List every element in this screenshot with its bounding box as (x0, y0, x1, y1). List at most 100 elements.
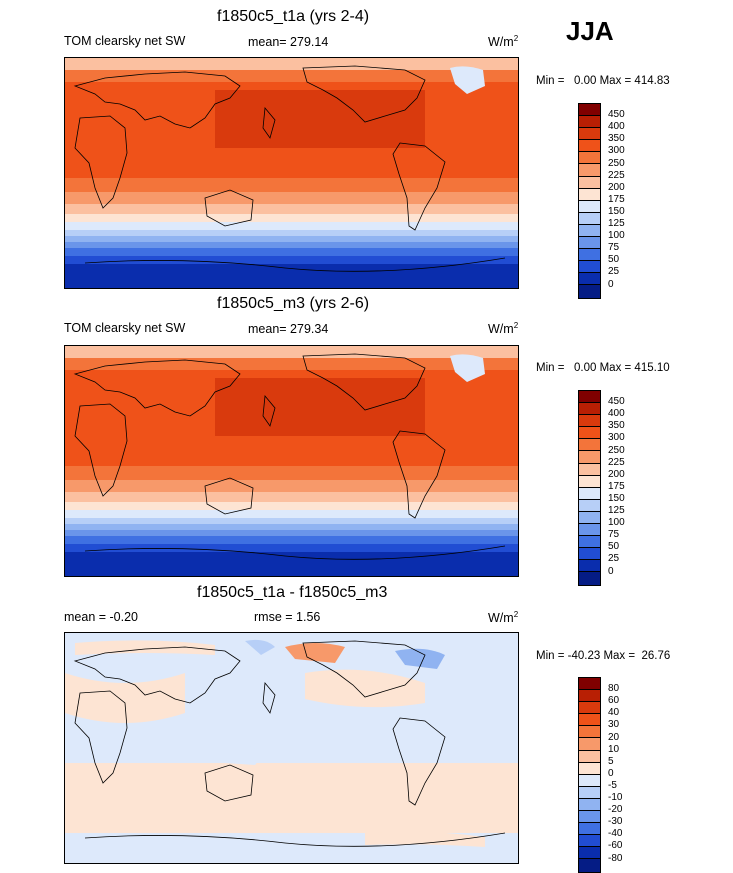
colorbar-swatch (579, 726, 600, 739)
colorbar-swatch (579, 188, 600, 201)
colorbar-tick-label: 20 (608, 731, 620, 743)
colorbar-swatch (579, 212, 600, 225)
colorbar-swatch (579, 511, 600, 525)
colorbar-tick-label: 100 (608, 517, 625, 529)
colorbar-tick-label: 300 (608, 432, 625, 444)
field-difference (65, 633, 518, 863)
colorbar-tick-label: -30 (608, 816, 623, 828)
colorbar-swatch (579, 116, 600, 129)
panel-2-colorbar (578, 390, 601, 586)
colorbar-swatch (579, 415, 600, 428)
colorbar-swatch (579, 451, 600, 464)
panel-2-map (64, 345, 519, 577)
colorbar-tick-label: 200 (608, 468, 625, 480)
colorbar-tick-label: 40 (608, 707, 620, 719)
colorbar-tick-label: 150 (608, 205, 625, 217)
season-label: JJA (566, 16, 614, 46)
colorbar-swatch (579, 475, 600, 488)
panel-3-units: W/m2 (488, 610, 519, 626)
colorbar-tick-label: -5 (608, 779, 617, 791)
colorbar-swatch (579, 499, 600, 512)
colorbar-swatch (579, 487, 600, 500)
coastlines (73, 65, 506, 272)
colorbar-swatch (579, 427, 600, 440)
colorbar-tick-label: -10 (608, 792, 623, 803)
panel-3-minmax: Min = -40.23 Max = 26.76 (536, 650, 671, 662)
colorbar-swatch (579, 847, 600, 860)
panel-1-colorbar (578, 103, 601, 299)
colorbar-swatch (579, 403, 600, 416)
panel-1-title: f1850c5_t1a (yrs 2-4) (217, 8, 370, 25)
colorbar-tick-label: 10 (608, 743, 620, 755)
colorbar-tick-label: -20 (608, 804, 623, 816)
panel-3-colorbar (578, 677, 601, 873)
colorbar-swatch (579, 536, 600, 549)
colorbar-swatch (579, 690, 600, 703)
colorbar-swatch (579, 798, 600, 812)
colorbar-tick-label: 400 (608, 408, 625, 420)
colorbar-swatch (579, 140, 600, 153)
colorbar-swatch (579, 548, 600, 561)
colorbar-swatch (579, 164, 600, 177)
colorbar-tick-label: 0 (608, 278, 614, 290)
colorbar-tick-label: 225 (608, 456, 625, 468)
colorbar-tick-label: 350 (608, 420, 625, 432)
panel-2-variable-label: TOM clearsky net SW (64, 321, 186, 335)
colorbar-tick-label: 50 (608, 541, 620, 553)
colorbar-tick-label: 450 (608, 396, 625, 408)
panel-2-minmax: Min = 0.00 Max = 415.10 (536, 362, 670, 374)
colorbar-tick-label: 400 (608, 121, 625, 133)
colorbar-swatch (579, 702, 600, 715)
colorbar-swatch (579, 572, 600, 585)
colorbar-swatch (579, 176, 600, 189)
colorbar-tick-label: 50 (608, 254, 620, 266)
colorbar-swatch (579, 261, 600, 274)
colorbar-tick-label: 5 (608, 755, 614, 767)
colorbar-swatch (579, 859, 600, 872)
colorbar-swatch (579, 285, 600, 298)
colorbar-tick-label: 0 (608, 767, 614, 779)
colorbar-tick-label: -60 (608, 840, 623, 852)
field-bands (65, 58, 518, 288)
colorbar-tick-label: 225 (608, 169, 625, 181)
colorbar-swatch (579, 104, 600, 117)
colorbar-swatch (579, 224, 600, 238)
colorbar-swatch (579, 762, 600, 775)
colorbar-swatch (579, 391, 600, 404)
colorbar-swatch (579, 714, 600, 727)
colorbar-swatch (579, 835, 600, 848)
colorbar-tick-label: 100 (608, 230, 625, 242)
colorbar-tick-label: 200 (608, 181, 625, 193)
colorbar-tick-label: 25 (608, 266, 620, 278)
colorbar-swatch (579, 463, 600, 476)
colorbar-tick-label: 125 (608, 505, 625, 516)
colorbar-tick-label: 350 (608, 133, 625, 145)
colorbar-tick-label: 25 (608, 553, 620, 565)
panel-2-title: f1850c5_m3 (yrs 2-6) (217, 295, 370, 312)
colorbar-swatch (579, 811, 600, 824)
panel-1-minmax: Min = 0.00 Max = 414.83 (536, 75, 670, 87)
colorbar-tick-label: 250 (608, 157, 625, 169)
panel-1-map (64, 57, 519, 289)
coastlines (73, 353, 506, 560)
colorbar-tick-label: 0 (608, 565, 614, 577)
colorbar-swatch (579, 774, 600, 787)
coastlines (73, 640, 506, 847)
colorbar-swatch (579, 524, 600, 537)
colorbar-tick-label: 80 (608, 683, 620, 695)
colorbar-tick-label: 75 (608, 529, 620, 541)
colorbar-swatch (579, 200, 600, 213)
colorbar-swatch (579, 128, 600, 141)
colorbar-tick-label: 175 (608, 193, 625, 205)
colorbar-swatch (579, 823, 600, 836)
colorbar-swatch (579, 273, 600, 286)
colorbar-tick-label: -80 (608, 852, 623, 864)
colorbar-swatch (579, 738, 600, 751)
colorbar-swatch (579, 439, 600, 452)
colorbar-tick-label: 30 (608, 719, 620, 731)
panel-3-map (64, 632, 519, 864)
colorbar-tick-label: 300 (608, 145, 625, 157)
panel-2-mean-label: mean= 279.34 (248, 322, 329, 336)
panel-3-title: f1850c5_t1a - f1850c5_m3 (197, 584, 388, 601)
panel-1-variable-label: TOM clearsky net SW (64, 34, 186, 48)
